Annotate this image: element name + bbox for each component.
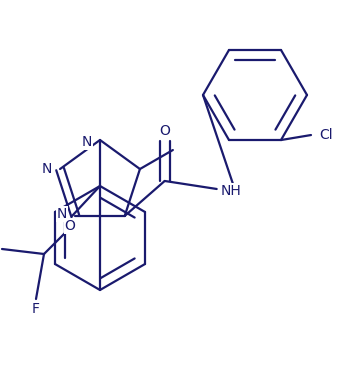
- Text: N: N: [57, 207, 67, 221]
- Text: O: O: [159, 124, 170, 138]
- Text: F: F: [32, 302, 40, 316]
- Text: N: N: [42, 162, 52, 176]
- Text: O: O: [65, 219, 75, 233]
- Text: N: N: [82, 135, 92, 149]
- Text: Cl: Cl: [319, 128, 333, 142]
- Text: NH: NH: [221, 184, 242, 198]
